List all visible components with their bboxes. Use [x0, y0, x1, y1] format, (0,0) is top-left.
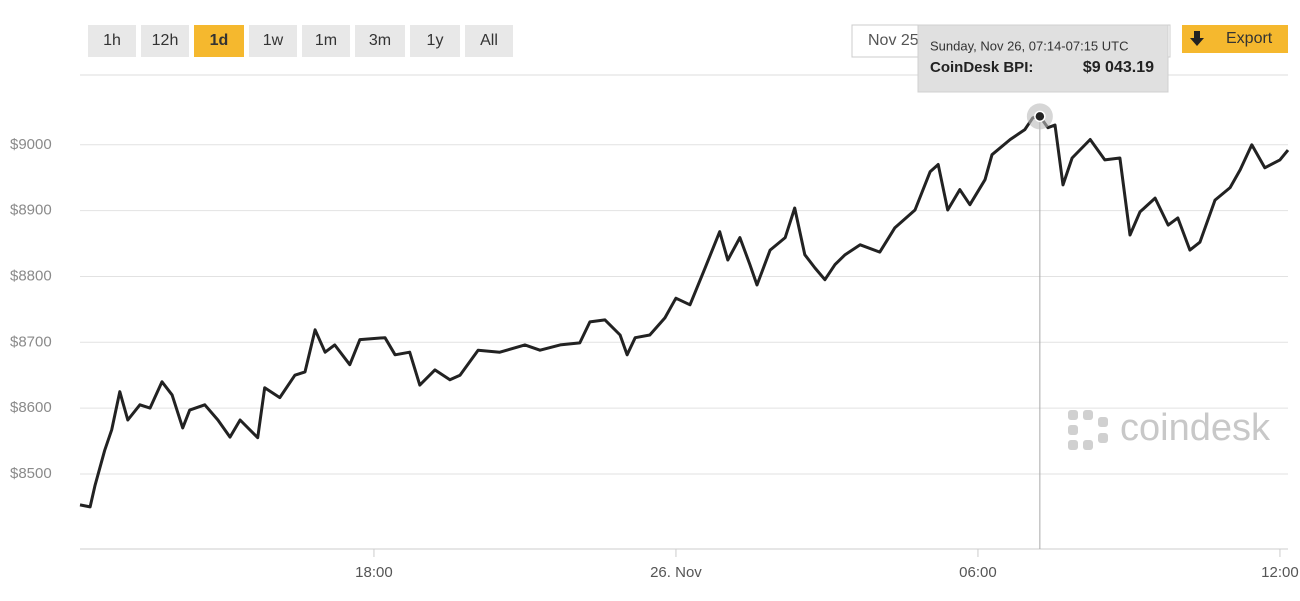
y-tick-label: $8500 — [10, 465, 52, 482]
range-button[interactable] — [194, 25, 244, 57]
x-tick-label: 26. Nov — [650, 564, 702, 581]
x-tick-label: 18:00 — [355, 564, 393, 581]
tooltip-header: Sunday, Nov 26, 07:14-07:15 UTC — [930, 38, 1129, 53]
x-tick-label: 06:00 — [959, 564, 997, 581]
range-button[interactable] — [355, 25, 405, 57]
tooltip-value: $9 043.19 — [1083, 59, 1154, 76]
y-tick-label: $8900 — [10, 202, 52, 219]
range-button[interactable] — [410, 25, 460, 57]
range-label[interactable]: 3m — [369, 32, 391, 49]
range-label[interactable]: 1h — [103, 32, 121, 49]
logo-dot — [1083, 410, 1093, 420]
x-tick-label: 12:00 — [1261, 564, 1299, 581]
logo-dot — [1098, 417, 1108, 427]
y-tick-label: $8700 — [10, 333, 52, 350]
range-button[interactable] — [302, 25, 350, 57]
logo-dot — [1068, 440, 1078, 450]
y-tick-label: $8800 — [10, 267, 52, 284]
range-label[interactable]: 1d — [210, 32, 229, 49]
range-button[interactable] — [88, 25, 136, 57]
watermark-text: coindesk — [1120, 407, 1271, 449]
logo-dot — [1068, 425, 1078, 435]
range-button[interactable] — [465, 25, 513, 57]
price-line — [79, 114, 1290, 509]
range-button[interactable] — [249, 25, 297, 57]
export-icon — [1190, 31, 1204, 46]
y-tick-label: $9000 — [10, 136, 52, 153]
range-label[interactable]: 1w — [263, 32, 284, 49]
logo-dot — [1098, 433, 1108, 443]
tooltip-name: CoinDesk BPI: — [930, 59, 1033, 76]
range-label[interactable]: All — [480, 32, 498, 49]
range-label[interactable]: 1y — [427, 32, 444, 49]
hover-point — [1034, 110, 1046, 123]
logo-dot — [1068, 410, 1078, 420]
y-tick-label: $8600 — [10, 399, 52, 416]
date-from[interactable]: Nov 25 — [868, 32, 919, 49]
watermark: coindesk — [1068, 407, 1271, 450]
export-label[interactable]: Export — [1226, 30, 1273, 47]
logo-dot — [1083, 440, 1093, 450]
range-label[interactable]: 12h — [152, 32, 179, 49]
range-button[interactable] — [141, 25, 189, 57]
range-label[interactable]: 1m — [315, 32, 337, 49]
tooltip-box — [917, 24, 1169, 93]
